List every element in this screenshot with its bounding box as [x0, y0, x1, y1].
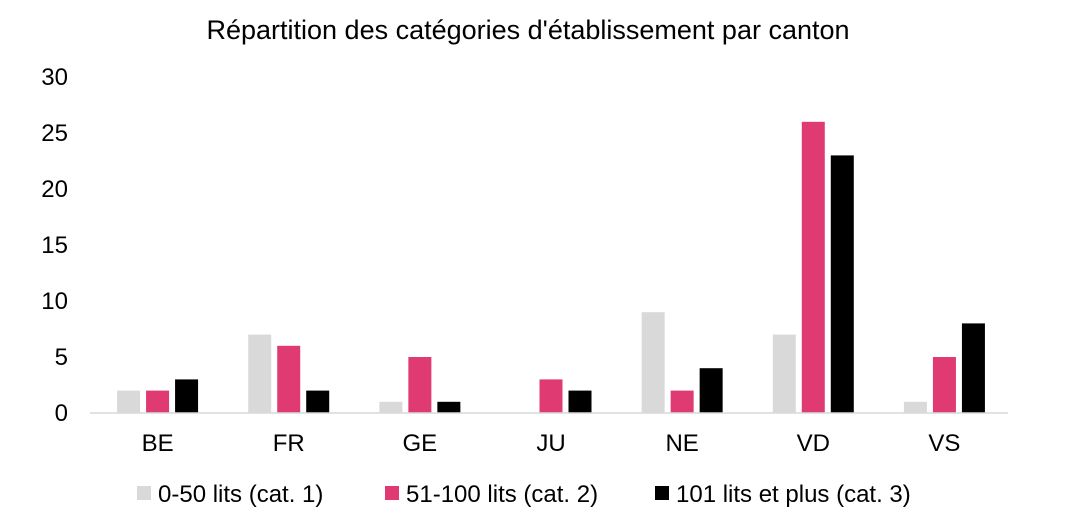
- y-tick-label: 0: [55, 400, 68, 427]
- bar-ne-series-3: [699, 368, 723, 413]
- bar-vd-series-3: [830, 155, 854, 413]
- chart-title: Répartition des catégories d'établisseme…: [206, 15, 849, 45]
- y-tick-label: 5: [55, 344, 68, 371]
- x-category-label: FR: [273, 430, 305, 457]
- legend: 0-50 lits (cat. 1) 51-100 lits (cat. 2) 10…: [137, 481, 911, 508]
- y-tick-label: 20: [41, 176, 68, 203]
- bar-vs-series-2: [932, 357, 956, 413]
- bar-ge-series-2: [408, 357, 432, 413]
- y-axis: 0 5 10 15 20 25 30: [41, 64, 68, 427]
- legend-label-3: 101 lits et plus (cat. 3): [676, 481, 911, 508]
- bar-vs-series-1: [903, 401, 927, 413]
- bar-ju-series-2: [539, 379, 563, 413]
- bar-be-series-3: [175, 379, 199, 413]
- bar-fr-series-2: [277, 345, 301, 413]
- bar-fr-series-3: [306, 390, 330, 413]
- bars-group: [117, 121, 985, 414]
- x-category-label: JU: [536, 430, 565, 457]
- x-category-label: NE: [665, 430, 698, 457]
- y-tick-label: 25: [41, 120, 68, 147]
- bar-vd-series-1: [772, 334, 796, 413]
- bar-ne-series-2: [670, 390, 694, 413]
- legend-swatch-2: [385, 486, 399, 500]
- bar-vd-series-2: [801, 121, 825, 414]
- x-category-label: GE: [403, 430, 438, 457]
- x-category-label: VD: [797, 430, 830, 457]
- bar-ne-series-1: [641, 312, 665, 413]
- bar-fr-series-1: [248, 334, 272, 413]
- bar-ge-series-1: [379, 401, 403, 413]
- legend-swatch-3: [655, 486, 669, 500]
- y-tick-label: 10: [41, 288, 68, 315]
- x-category-label: BE: [142, 430, 174, 457]
- legend-swatch-1: [137, 486, 151, 500]
- x-category-label: VS: [928, 430, 960, 457]
- bar-be-series-2: [146, 390, 170, 413]
- bar-ju-series-3: [568, 390, 592, 413]
- bar-vs-series-3: [961, 323, 985, 413]
- bar-ge-series-3: [437, 401, 461, 413]
- y-tick-label: 30: [41, 64, 68, 91]
- legend-label-1: 0-50 lits (cat. 1): [158, 481, 323, 508]
- y-tick-label: 15: [41, 232, 68, 259]
- x-axis: BE FR GE JU NE VD VS: [90, 412, 1008, 457]
- legend-label-2: 51-100 lits (cat. 2): [406, 481, 598, 508]
- bar-be-series-1: [117, 390, 141, 413]
